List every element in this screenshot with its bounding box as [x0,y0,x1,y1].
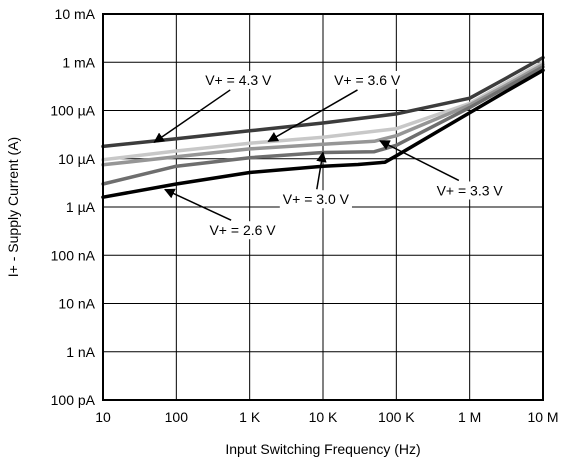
x-tick-label: 10 [95,409,111,425]
x-tick-label: 10 K [309,409,338,425]
x-tick-label: 100 [165,409,189,425]
x-tick-label: 10 M [527,409,558,425]
y-axis-label: I+ - Supply Current (A) [5,137,21,277]
annotation-bg [206,221,279,240]
x-axis-label: Input Switching Frequency (Hz) [225,441,420,457]
annotation-v-3-0-v: V+ = 3.0 V [283,191,350,207]
annotation-arrow [316,151,327,190]
annotation-v-3-3-v: V+ = 3.3 V [437,182,504,198]
series-line-v-3-0-v [101,65,545,186]
series-line-v-3-6-v [101,60,545,162]
series-line-v-2-6-v [101,68,545,199]
y-tick-label: 100 nA [51,247,96,263]
y-tick-label: 1 nA [66,344,95,360]
annotation-bg [433,181,506,200]
series-lines [101,55,545,199]
annotation-bg [202,70,275,89]
y-tick-label: 100 pA [51,392,96,408]
annotation-arrow [164,188,232,221]
series-annotations: V+ = 4.3 V V+ = 3.6 V V+ = 3.0 V V+ = 3.3 V… [153,70,506,240]
annotation-arrow [379,140,460,182]
annotation-v-3-6-v: V+ = 3.6 V [334,72,401,88]
series-line-v-4-3-v [101,55,545,149]
annotation-bg [279,190,352,209]
y-tick-label: 10 mA [55,6,96,22]
annotation-arrow [267,89,358,142]
y-tick-label: 10 nA [58,296,95,312]
y-tick-label: 1 µA [66,199,96,215]
x-tick-label: 1 K [239,409,261,425]
series-line-v-3-3-v [101,62,545,167]
annotation-arrow [153,89,231,143]
plot-frame [102,13,544,401]
x-tick-labels: 10 100 1 K 10 K 100 K 1 M 10 M [95,409,558,425]
x-tick-label: 1 M [458,409,481,425]
y-tick-label: 100 µA [50,103,95,119]
annotation-v-2-6-v: V+ = 2.6 V [209,222,276,238]
x-tick-label: 100 K [378,409,415,425]
y-tick-labels: 100 pA 1 nA 10 nA 100 nA 1 µA 10 µA 100 µA 1 mA… [50,6,95,408]
y-tick-label: 10 µA [58,151,96,167]
annotation-v-4-3-v: V+ = 4.3 V [205,72,272,88]
annotation-bg [331,70,404,89]
y-tick-label: 1 mA [62,54,95,70]
